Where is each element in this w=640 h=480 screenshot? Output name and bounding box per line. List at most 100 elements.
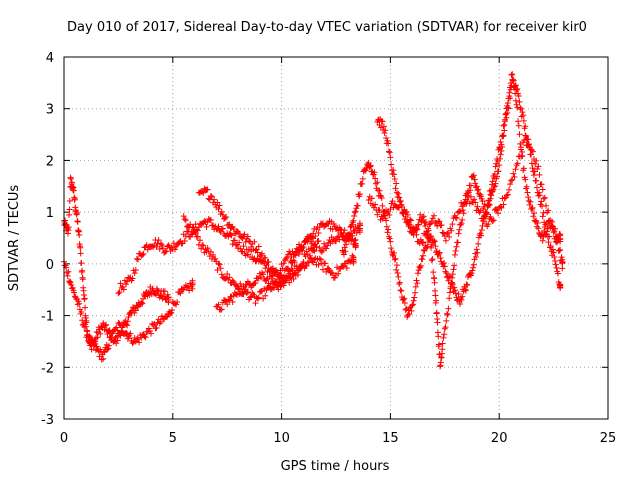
- data-point: [449, 274, 456, 281]
- data-point: [134, 336, 141, 343]
- data-point: [363, 165, 370, 172]
- data-point: [385, 148, 392, 155]
- data-point: [203, 223, 210, 230]
- data-point: [156, 246, 163, 253]
- data-point: [499, 133, 506, 140]
- data-point: [272, 277, 279, 284]
- data-point: [64, 272, 71, 279]
- data-point: [550, 229, 557, 236]
- data-point: [413, 277, 420, 284]
- data-point: [114, 337, 121, 344]
- data-point: [82, 323, 89, 330]
- data-point: [446, 295, 453, 302]
- data-point: [255, 243, 262, 250]
- data-point: [394, 270, 401, 277]
- data-point: [166, 311, 173, 318]
- data-point: [351, 212, 358, 219]
- data-point: [398, 202, 405, 209]
- data-point: [403, 208, 410, 215]
- data-point: [508, 177, 515, 184]
- data-point: [522, 132, 529, 139]
- data-point: [76, 306, 83, 313]
- data-point: [322, 260, 329, 267]
- data-point: [504, 191, 511, 198]
- data-point: [324, 242, 331, 249]
- data-point: [439, 346, 446, 353]
- data-point: [557, 281, 564, 288]
- data-point: [405, 221, 412, 228]
- data-point: [67, 279, 74, 286]
- data-point: [352, 242, 359, 249]
- data-point: [178, 240, 185, 247]
- data-point: [329, 270, 336, 277]
- data-point: [79, 267, 86, 274]
- data-point: [431, 279, 438, 286]
- data-point: [372, 201, 379, 208]
- data-point: [201, 218, 208, 225]
- data-point: [107, 333, 114, 340]
- data-point: [497, 151, 504, 158]
- data-point: [482, 213, 489, 220]
- data-point: [416, 264, 423, 271]
- data-point: [499, 143, 506, 150]
- data-point: [380, 123, 387, 130]
- data-point: [251, 238, 258, 245]
- data-point: [430, 212, 437, 219]
- data-point: [119, 283, 126, 290]
- data-point: [406, 311, 413, 318]
- data-point: [372, 180, 379, 187]
- data-point: [200, 189, 207, 196]
- data-point: [79, 317, 86, 324]
- data-point: [485, 221, 492, 228]
- data-point: [554, 270, 561, 277]
- data-point: [343, 264, 350, 271]
- data-point: [397, 287, 404, 294]
- data-point: [433, 309, 440, 316]
- data-point: [116, 289, 123, 296]
- data-point: [471, 176, 478, 183]
- data-point: [455, 291, 462, 298]
- data-point: [461, 200, 468, 207]
- data-point: [226, 274, 233, 281]
- data-point: [542, 231, 549, 238]
- data-point: [268, 275, 275, 282]
- data-point: [197, 237, 203, 244]
- data-point: [113, 324, 120, 331]
- data-point: [551, 254, 558, 261]
- data-point: [75, 298, 82, 305]
- data-point: [521, 137, 528, 144]
- data-point: [440, 334, 447, 341]
- data-point: [333, 238, 339, 245]
- data-point: [462, 287, 469, 294]
- data-point: [459, 207, 466, 214]
- data-point: [311, 256, 318, 263]
- data-point: [534, 219, 541, 226]
- data-point: [540, 195, 547, 202]
- data-point: [156, 320, 163, 327]
- data-point: [315, 230, 322, 237]
- data-point: [448, 279, 455, 286]
- data-point: [302, 239, 309, 246]
- data-point: [411, 294, 418, 301]
- data-point: [487, 213, 494, 220]
- data-point: [117, 322, 124, 329]
- data-point: [472, 180, 479, 187]
- data-point: [537, 233, 544, 240]
- y-tick-label: 0: [46, 258, 54, 273]
- data-point: [547, 242, 554, 249]
- data-point: [503, 105, 510, 112]
- data-point: [427, 220, 434, 227]
- data-point: [155, 237, 162, 244]
- data-point: [387, 238, 394, 245]
- data-point: [207, 193, 214, 200]
- data-point: [222, 215, 229, 222]
- data-point: [470, 261, 477, 268]
- data-point: [71, 195, 78, 202]
- data-point: [182, 233, 189, 240]
- data-point: [525, 136, 532, 143]
- data-point: [199, 188, 206, 195]
- data-point: [181, 216, 188, 223]
- data-point: [335, 270, 342, 277]
- data-point: [388, 161, 395, 168]
- data-point: [296, 251, 303, 258]
